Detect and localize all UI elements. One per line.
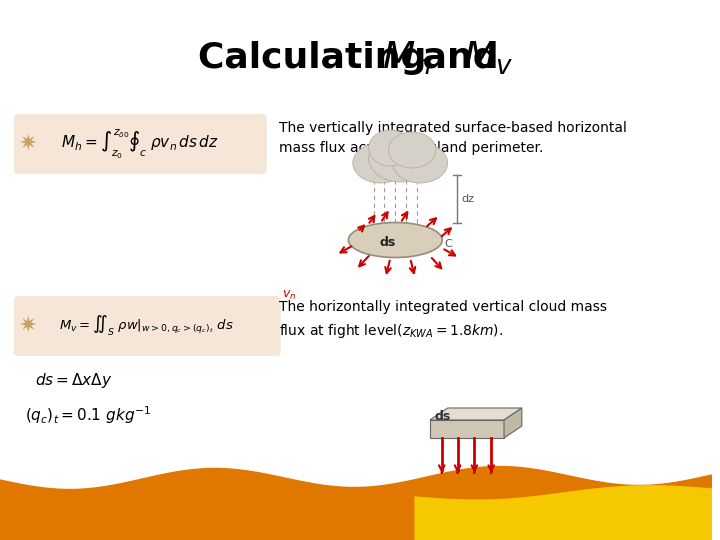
Text: $M_h$: $M_h$: [382, 39, 432, 77]
Polygon shape: [0, 467, 711, 540]
Ellipse shape: [369, 134, 432, 182]
Text: $v_n$: $v_n$: [282, 288, 296, 301]
Text: and: and: [410, 41, 511, 75]
Ellipse shape: [348, 222, 442, 258]
Text: ✷: ✷: [18, 134, 37, 154]
Polygon shape: [430, 420, 504, 438]
Text: Calculating: Calculating: [198, 41, 438, 75]
Text: ds: ds: [379, 235, 395, 248]
FancyBboxPatch shape: [14, 296, 281, 356]
Text: ds: ds: [435, 409, 451, 422]
FancyBboxPatch shape: [14, 114, 267, 174]
Ellipse shape: [392, 143, 448, 183]
Polygon shape: [430, 408, 522, 420]
Text: $ds = \Delta x\Delta y$: $ds = \Delta x\Delta y$: [35, 370, 112, 389]
Polygon shape: [415, 486, 711, 540]
Text: The horizontally integrated vertical cloud mass
flux at fight level($z_{KWA} = 1: The horizontally integrated vertical clo…: [279, 300, 607, 340]
Text: The vertically integrated surface-based horizontal
mass flux across the island p: The vertically integrated surface-based …: [279, 121, 626, 156]
Text: ✷: ✷: [18, 316, 37, 336]
Text: $M_v$: $M_v$: [462, 39, 513, 77]
Text: $M_v=\iint_S\ \rho w|_{w>0,q_c>(q_c)_t}\ ds$: $M_v=\iint_S\ \rho w|_{w>0,q_c>(q_c)_t}\…: [59, 314, 233, 339]
Ellipse shape: [353, 143, 408, 183]
Text: $M_h=\int_{z_0}^{z_{\delta 0}} \oint_c\ \rho v_n\,ds\,dz$: $M_h=\int_{z_0}^{z_{\delta 0}} \oint_c\ …: [61, 127, 219, 160]
Ellipse shape: [388, 132, 436, 168]
Polygon shape: [504, 408, 522, 438]
Ellipse shape: [369, 130, 412, 166]
Text: dz: dz: [462, 194, 474, 204]
Text: C: C: [445, 239, 452, 249]
Text: $(q_c)_t = 0.1\ gkg^{-1}$: $(q_c)_t = 0.1\ gkg^{-1}$: [24, 404, 151, 426]
